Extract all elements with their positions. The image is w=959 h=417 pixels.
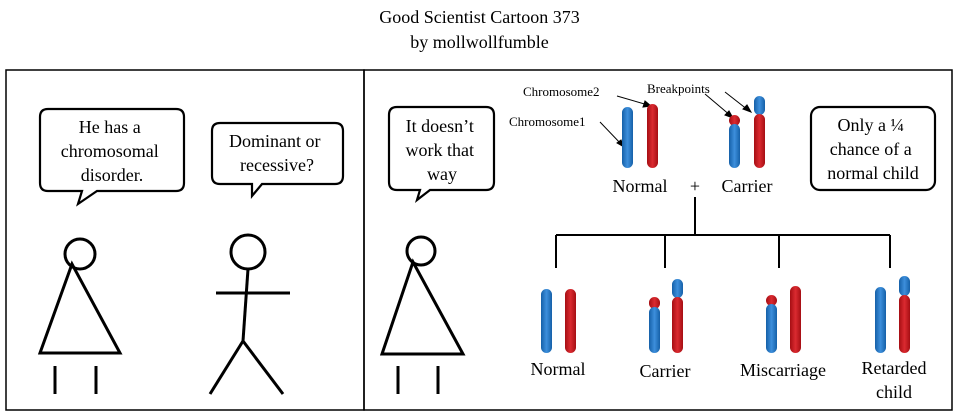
svg-text:He has a chromosomal: He has a chromosomal disorder.: [61, 117, 163, 185]
svg-text:It doesn’t work that: It doesn’t work that way: [406, 116, 479, 184]
svg-text:Only a ¼ chance of a: Only a ¼ chance of a normal child: [827, 115, 918, 183]
chromosome-blue-translocated: [729, 124, 740, 168]
chromosome2-label: Chromosome2: [523, 84, 600, 99]
man-line-1: Dominant or: [229, 131, 321, 151]
chromosome-red: [647, 104, 658, 168]
parent-carrier-label: Carrier: [722, 176, 773, 196]
outcome-miscarriage-label: Miscarriage: [740, 360, 826, 380]
man-line-2: recessive?: [240, 155, 314, 175]
woman2-line-1: It doesn’t: [406, 116, 474, 136]
svg-text:Dominant or recessive?: Dominant or recessive?: [229, 131, 325, 175]
chromosome-blue: [541, 289, 552, 353]
breakpoints-label: Breakpoints: [647, 81, 710, 96]
outcome-retarded-label: Retarded: [862, 358, 927, 378]
offspring-miscarriage: [766, 286, 801, 353]
panel-2-frame: [363, 69, 953, 411]
chromosome-red-translocated: [899, 295, 910, 353]
chromosome-red-translocated: [672, 297, 683, 353]
outcome-normal-label: Normal: [531, 359, 586, 379]
man-stick-figure: [208, 233, 290, 395]
chromosome-blue: [622, 107, 633, 168]
woman2-line-3: way: [427, 164, 457, 184]
woman2-line-2: work that: [406, 140, 474, 160]
woman-stick-figure: [37, 237, 123, 394]
chromosome-red-fragment: [729, 115, 740, 126]
comic-author: by mollwollfumble: [410, 32, 549, 52]
chromosome-blue-fragment: [899, 276, 910, 296]
woman-line-3: disorder.: [81, 165, 144, 185]
inheritance-tree-lines: [555, 197, 891, 268]
chromosome-red: [565, 289, 576, 353]
chromosome-red: [790, 286, 801, 353]
woman-speech-bubble-1: He has a chromosomal disorder.: [38, 107, 186, 207]
offspring-normal: [541, 289, 576, 353]
comic-title: Good Scientist Cartoon 373: [379, 7, 580, 27]
chromosome-red-translocated: [754, 114, 765, 168]
plus-sign: +: [690, 176, 700, 196]
probability-line-2: chance of a: [830, 139, 912, 159]
chromosome-blue-translocated: [766, 304, 777, 353]
parent-carrier-chromosomes: [729, 96, 765, 168]
woman-stick-figure-2: [379, 235, 466, 394]
probability-line-1: Only a ¼: [838, 115, 905, 135]
chromosome-blue-fragment: [672, 279, 683, 298]
chromosome-red-fragment: [649, 297, 660, 309]
woman-line-2: chromosomal: [61, 141, 159, 161]
chromosome-blue-fragment: [754, 96, 765, 115]
woman-line-1: He has a: [79, 117, 141, 137]
man-speech-bubble: Dominant or recessive?: [210, 121, 345, 200]
offspring-retarded-child: [875, 276, 910, 353]
chromosome-red-fragment: [766, 295, 777, 306]
chromosome1-label: Chromosome1: [509, 114, 586, 129]
offspring-carrier: [649, 279, 683, 353]
chromosome-blue-translocated: [649, 307, 660, 353]
outcome-carrier-label: Carrier: [640, 361, 691, 381]
probability-bubble: Only a ¼ chance of a normal child: [809, 105, 937, 192]
probability-line-3: normal child: [827, 163, 918, 183]
chromosome-blue: [875, 287, 886, 353]
parent-normal-label: Normal: [613, 176, 668, 196]
outcome-child-label: child: [876, 382, 912, 402]
parent-normal-chromosomes: [622, 104, 658, 168]
woman-speech-bubble-2: It doesn’t work that way: [387, 105, 496, 203]
